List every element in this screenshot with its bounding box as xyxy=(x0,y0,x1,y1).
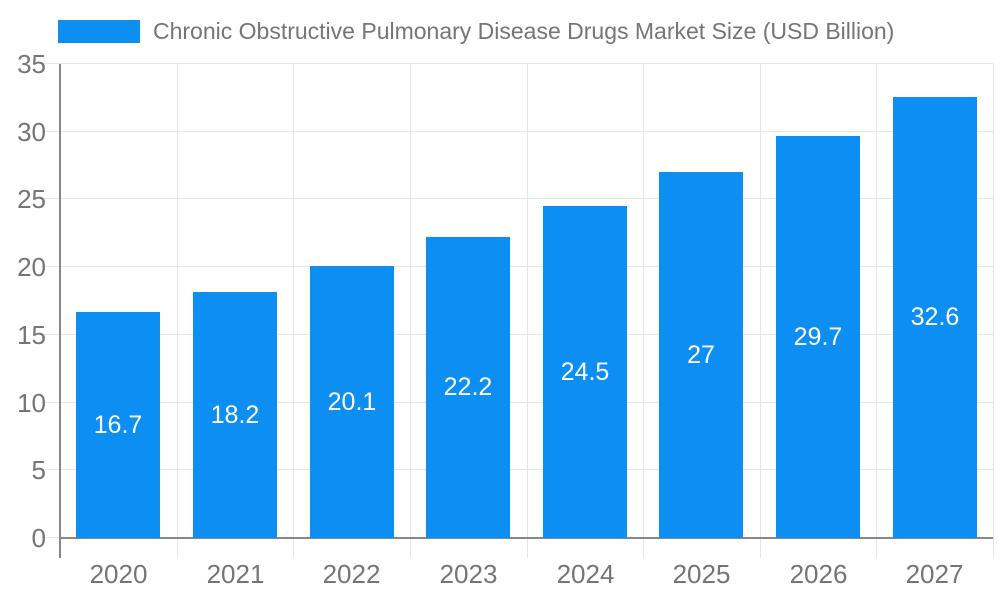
category-boundary-tick xyxy=(643,64,644,558)
category-boundary-tick xyxy=(993,64,994,558)
category-boundary-tick xyxy=(760,64,761,558)
y-tick-label-15: 15 xyxy=(17,320,46,350)
y-tick-label-10: 10 xyxy=(17,388,46,418)
gridline-y-10 xyxy=(42,402,993,403)
bar-2026[interactable]: 29.7 xyxy=(776,136,860,538)
bar-2023[interactable]: 22.2 xyxy=(426,237,510,538)
gridline-y-20 xyxy=(42,266,993,267)
gridline-y-25 xyxy=(42,198,993,199)
bar-2022[interactable]: 20.1 xyxy=(310,266,394,538)
x-axis-line xyxy=(59,537,993,539)
bar-2021-text: 18.2 xyxy=(210,400,260,429)
bar-2025[interactable]: 27 xyxy=(659,172,743,538)
gridline-y-35 xyxy=(42,63,993,64)
x-tick-label-2025: 2025 xyxy=(672,559,731,589)
x-tick-label-2023: 2023 xyxy=(439,559,498,589)
x-tick-label-2024: 2024 xyxy=(556,559,615,589)
y-tick-label-30: 30 xyxy=(17,117,46,147)
category-boundary-tick xyxy=(527,64,528,558)
bar-2024-text: 24.5 xyxy=(560,357,610,386)
bar-2020[interactable]: 16.7 xyxy=(76,312,160,538)
gridline-y-5 xyxy=(42,469,993,470)
y-tick-label-35: 35 xyxy=(17,49,46,79)
bar-2023-text: 22.2 xyxy=(443,373,493,401)
legend-item[interactable]: Chronic Obstructive Pulmonary Disease Dr… xyxy=(58,17,894,45)
bar-2020-text: 16.7 xyxy=(93,410,143,439)
bar-2027[interactable]: 32.6 xyxy=(893,97,977,538)
x-tick-label-2026: 2026 xyxy=(789,559,848,589)
y-tick-label-0: 0 xyxy=(31,523,46,553)
category-boundary-tick xyxy=(293,64,294,558)
x-tick-label-2020: 2020 xyxy=(89,559,148,589)
gridline-y-30 xyxy=(42,131,993,132)
category-boundary-tick xyxy=(177,64,178,558)
x-tick-label-2021: 2021 xyxy=(206,559,265,589)
x-tick-label-2027: 2027 xyxy=(905,559,964,589)
category-boundary-tick xyxy=(876,64,877,558)
bar-2024[interactable]: 24.5 xyxy=(543,206,627,538)
bar-2025-text: 27 xyxy=(687,340,715,369)
y-tick-label-5: 5 xyxy=(31,455,46,485)
bar-2022-text: 20.1 xyxy=(327,387,377,416)
x-tick-label-2022: 2022 xyxy=(322,559,381,589)
bar-2026-text: 29.7 xyxy=(793,322,843,351)
legend-label: Chronic Obstructive Pulmonary Disease Dr… xyxy=(153,17,895,44)
gridline-y-15 xyxy=(42,334,993,335)
y-axis-line xyxy=(59,64,61,558)
bar-2021[interactable]: 18.2 xyxy=(193,292,277,538)
y-tick-label-25: 25 xyxy=(17,184,46,214)
category-boundary-tick xyxy=(410,64,411,558)
bar-2027-text: 32.6 xyxy=(910,303,960,331)
legend-swatch xyxy=(58,19,140,43)
y-tick-label-20: 20 xyxy=(17,252,46,282)
